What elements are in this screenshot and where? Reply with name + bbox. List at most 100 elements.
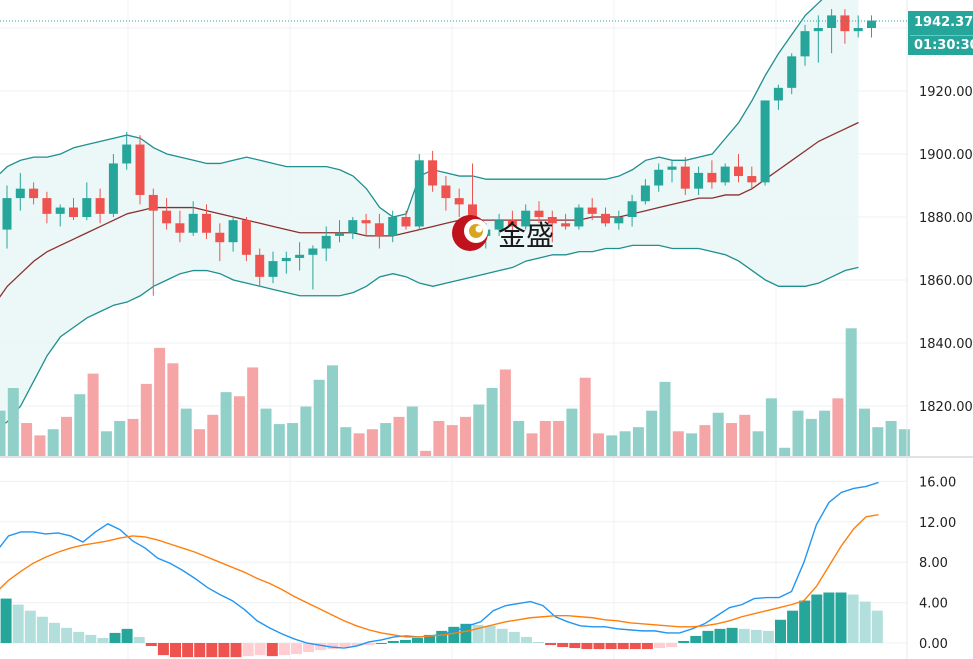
candle[interactable] [295,242,305,271]
candle[interactable] [587,198,597,221]
candle[interactable] [374,213,384,249]
volume-bar [154,347,166,456]
candle-body [15,188,25,199]
macd-histogram-bar [448,626,460,643]
candle[interactable] [162,198,172,230]
candle[interactable] [867,15,876,38]
candle[interactable] [747,166,757,189]
candle[interactable] [574,204,584,230]
candle[interactable] [321,226,331,262]
candle[interactable] [707,160,717,189]
candle[interactable] [601,207,610,227]
candle[interactable] [55,204,65,227]
candle[interactable] [773,84,783,110]
candle[interactable] [414,154,424,230]
candle[interactable] [521,204,531,230]
candle[interactable] [627,194,637,227]
candle[interactable] [82,182,92,221]
volume-bar [752,431,764,456]
candle[interactable] [215,223,225,262]
candle[interactable] [148,188,158,296]
candle[interactable] [42,191,52,224]
candle[interactable] [734,154,743,183]
candle[interactable] [667,160,677,183]
candle[interactable] [534,201,544,224]
candle[interactable] [29,182,39,205]
candle[interactable] [241,217,251,262]
candle[interactable] [547,210,557,243]
candle[interactable] [654,163,664,192]
macd-histogram-bar [206,643,218,658]
volume-bar [87,373,99,456]
macd-histogram-bar [278,643,290,656]
candle-body [69,207,78,217]
candle[interactable] [428,150,438,192]
candle[interactable] [494,213,504,236]
candle[interactable] [401,210,411,230]
volume-bar [606,435,618,456]
candle[interactable] [388,210,398,243]
candle[interactable] [2,185,12,249]
macd-histogram-bar [121,628,133,643]
macd-axis[interactable]: 16.00 12.00 8.00 4.00 0.00 [919,475,956,652]
candle[interactable] [122,131,132,170]
candle[interactable] [853,15,863,38]
candle[interactable] [694,166,704,195]
candle-body [507,220,517,227]
candle[interactable] [108,154,118,217]
candle[interactable] [175,210,185,243]
candle[interactable] [15,172,25,211]
candle[interactable] [680,157,690,195]
candle[interactable] [95,188,105,224]
candle[interactable] [69,198,78,221]
candle-body [734,166,743,177]
candle[interactable] [255,248,265,287]
bar-countdown: 01:30:30 [914,38,973,53]
macd-histogram-bar [847,594,859,643]
price-axis[interactable]: 1920.00 1900.00 1880.00 1860.00 1840.00 1820.… [919,85,973,415]
candle-body [773,87,783,101]
candle[interactable] [840,9,850,44]
candle[interactable] [640,179,650,205]
candle[interactable] [827,9,837,54]
candlesticks[interactable] [2,9,877,296]
candle[interactable] [800,24,810,66]
macd-axis-label: 12.00 [919,516,956,531]
volume-bar [712,412,724,456]
candle[interactable] [441,176,451,211]
candle[interactable] [561,213,571,230]
macd-histogram-bar [569,643,581,649]
candle[interactable] [281,251,291,274]
candle[interactable] [507,210,517,233]
candle[interactable] [202,204,211,240]
candle[interactable] [614,210,624,230]
candle[interactable] [720,163,730,186]
candle[interactable] [348,217,358,240]
candle[interactable] [135,135,145,205]
macd-histogram-bar [690,635,702,643]
candle[interactable] [335,220,344,243]
candle[interactable] [188,201,198,236]
volume-bar [114,420,126,456]
volume-bars [0,328,910,456]
candle[interactable] [361,213,371,236]
watermark-text: 金盛 [498,219,554,252]
candle-body [29,188,39,199]
volume-bar [180,408,192,456]
macd-axis-label: 8.00 [919,556,948,571]
candle-body [255,254,265,277]
candle[interactable] [268,251,278,284]
candle[interactable] [787,53,797,95]
macd-histogram-bar [678,640,690,643]
macd-lines [0,481,879,649]
macd-axis-label: 0.00 [919,637,948,652]
candle-body [561,223,571,227]
candle[interactable] [760,100,770,186]
candle[interactable] [308,245,318,290]
macd-histogram-bar [363,643,375,646]
candle[interactable] [228,217,238,252]
candle[interactable] [813,15,823,63]
candle-body [494,220,504,230]
candle[interactable] [454,188,464,217]
